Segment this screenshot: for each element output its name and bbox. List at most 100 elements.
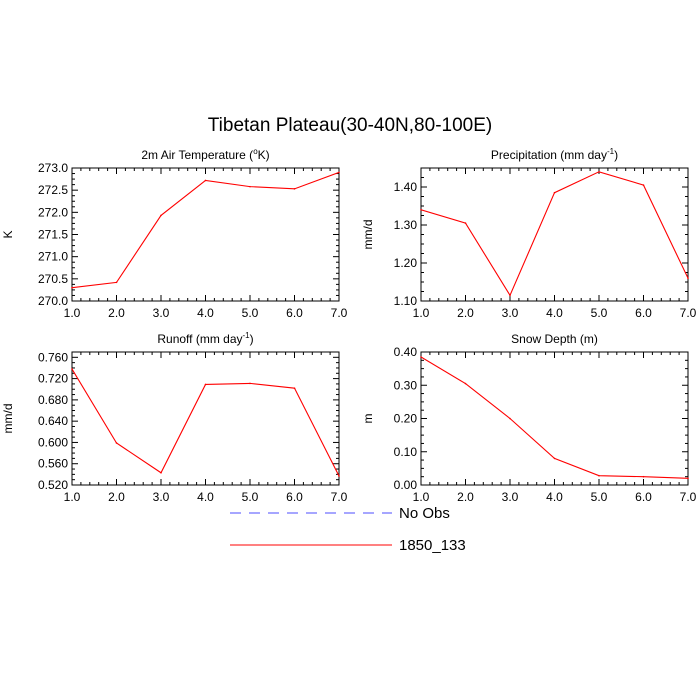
x-tick-label: 7.0 xyxy=(680,306,697,320)
data-point xyxy=(293,188,296,190)
data-point xyxy=(420,209,422,211)
panel-title-sup: o xyxy=(253,147,258,156)
y-tick-label: 271.0 xyxy=(38,250,68,264)
panel-title-main: Snow Depth (m) xyxy=(511,332,598,346)
data-point xyxy=(71,286,73,289)
legend-label-1: No Obs xyxy=(399,505,450,522)
plot-frame xyxy=(71,167,340,302)
x-tick-label: 6.0 xyxy=(286,490,303,504)
x-tick-label: 2.0 xyxy=(108,490,125,504)
y-tick-label: 0.520 xyxy=(38,478,68,492)
plot-frame xyxy=(71,351,340,486)
data-point xyxy=(249,185,251,188)
x-tick-label: 5.0 xyxy=(242,306,259,320)
x-tick-label: 7.0 xyxy=(331,306,348,320)
data-point xyxy=(160,471,162,474)
y-tick-label: 0.720 xyxy=(38,372,68,386)
data-point xyxy=(642,184,645,186)
panel-1: 2m Air Temperature (oK) 1.0 2.0 3.0 4.0 5.0 6.… xyxy=(1,147,348,320)
data-point xyxy=(553,457,556,460)
y-tick-label: 272.5 xyxy=(38,183,68,197)
x-tick-label: 6.0 xyxy=(635,306,652,320)
y-tick-label: 0.640 xyxy=(38,414,68,428)
data-point xyxy=(464,382,467,385)
panel-title: 2m Air Temperature (oK) xyxy=(141,147,269,162)
data-point xyxy=(115,281,118,284)
panel-3: Runoff (mm day-1) 1.0 2.0 3.0 4.0 5.0 6.0 7.0 0.… xyxy=(1,331,348,504)
data-point xyxy=(598,171,600,173)
x-tick-label: 1.0 xyxy=(64,306,81,320)
plot-frame xyxy=(420,167,689,302)
panel-title-main: Precipitation (mm day xyxy=(491,148,607,162)
data-point xyxy=(687,277,689,280)
data-point xyxy=(293,387,296,389)
data-point xyxy=(464,222,467,224)
x-tick-label: 6.0 xyxy=(635,490,652,504)
panel-title: Snow Depth (m) xyxy=(511,332,598,346)
data-point xyxy=(160,214,162,217)
series-line-1850_133 xyxy=(421,171,688,297)
panel-title-suffix: K) xyxy=(258,148,270,162)
x-tick-label: 5.0 xyxy=(242,490,259,504)
data-point xyxy=(338,171,340,174)
x-tick-label: 1.0 xyxy=(64,490,81,504)
data-point xyxy=(204,179,207,182)
y-tick-label: 0.00 xyxy=(394,478,418,492)
y-tick-label: 1.10 xyxy=(394,294,418,308)
data-point xyxy=(509,294,511,297)
y-tick-label: 0.10 xyxy=(394,445,418,459)
x-tick-label: 2.0 xyxy=(457,490,474,504)
panel-2: Precipitation (mm day-1) 1.0 2.0 3.0 4.0 5.0 6… xyxy=(361,147,697,320)
panel-title-main: Runoff (mm day xyxy=(157,332,242,346)
y-tick-label: 271.5 xyxy=(38,228,68,242)
y-tick-label: 0.600 xyxy=(38,435,68,449)
x-tick-label: 5.0 xyxy=(591,490,608,504)
x-tick-label: 3.0 xyxy=(502,306,519,320)
y-tick-label: 0.20 xyxy=(394,412,418,426)
x-tick-label: 1.0 xyxy=(413,306,430,320)
data-point xyxy=(687,477,689,480)
y-tick-label: 270.5 xyxy=(38,272,68,286)
x-tick-label: 3.0 xyxy=(502,490,519,504)
x-tick-label: 3.0 xyxy=(153,306,170,320)
data-point xyxy=(420,356,422,358)
panel-title-sup: -1 xyxy=(607,147,615,156)
panel-title: Precipitation (mm day-1) xyxy=(491,147,618,162)
y-tick-label: 273.0 xyxy=(38,161,68,175)
series-line-1850_133 xyxy=(72,171,339,289)
data-point xyxy=(204,383,207,386)
x-tick-label: 1.0 xyxy=(413,490,430,504)
panel-title-suffix: ) xyxy=(614,148,618,162)
y-tick-label: 1.20 xyxy=(394,256,418,270)
x-tick-label: 2.0 xyxy=(108,306,125,320)
data-point xyxy=(598,474,600,477)
data-point xyxy=(115,442,118,444)
data-point xyxy=(509,417,511,420)
y-tick-label: 0.560 xyxy=(38,457,68,471)
y-axis-label: m xyxy=(361,414,375,424)
legend: No Obs 1850_133 xyxy=(230,505,466,554)
y-tick-label: 0.680 xyxy=(38,393,68,407)
x-tick-label: 4.0 xyxy=(197,490,214,504)
x-tick-label: 4.0 xyxy=(197,306,214,320)
x-tick-label: 3.0 xyxy=(153,490,170,504)
x-tick-label: 7.0 xyxy=(680,490,697,504)
panel-title-main: 2m Air Temperature ( xyxy=(141,148,253,162)
y-axis-label: mm/d xyxy=(1,404,15,434)
plot-frame xyxy=(420,351,689,486)
legend-label-2: 1850_133 xyxy=(399,537,466,554)
x-tick-label: 2.0 xyxy=(457,306,474,320)
y-axis-label: mm/d xyxy=(361,220,375,250)
y-tick-label: 270.0 xyxy=(38,294,68,308)
y-axis-label: K xyxy=(1,230,15,238)
y-tick-label: 272.0 xyxy=(38,205,68,219)
x-tick-label: 4.0 xyxy=(546,306,563,320)
figure-title: Tibetan Plateau(30-40N,80-100E) xyxy=(208,115,492,136)
data-point xyxy=(249,382,251,385)
panel-title-suffix: ) xyxy=(250,332,254,346)
data-point xyxy=(338,475,340,477)
panel-title-sup: -1 xyxy=(243,331,251,340)
panels: 2m Air Temperature (oK)1.0 2.0 3.0 4.0 5.0 6.… xyxy=(1,147,697,504)
data-point xyxy=(642,475,645,478)
